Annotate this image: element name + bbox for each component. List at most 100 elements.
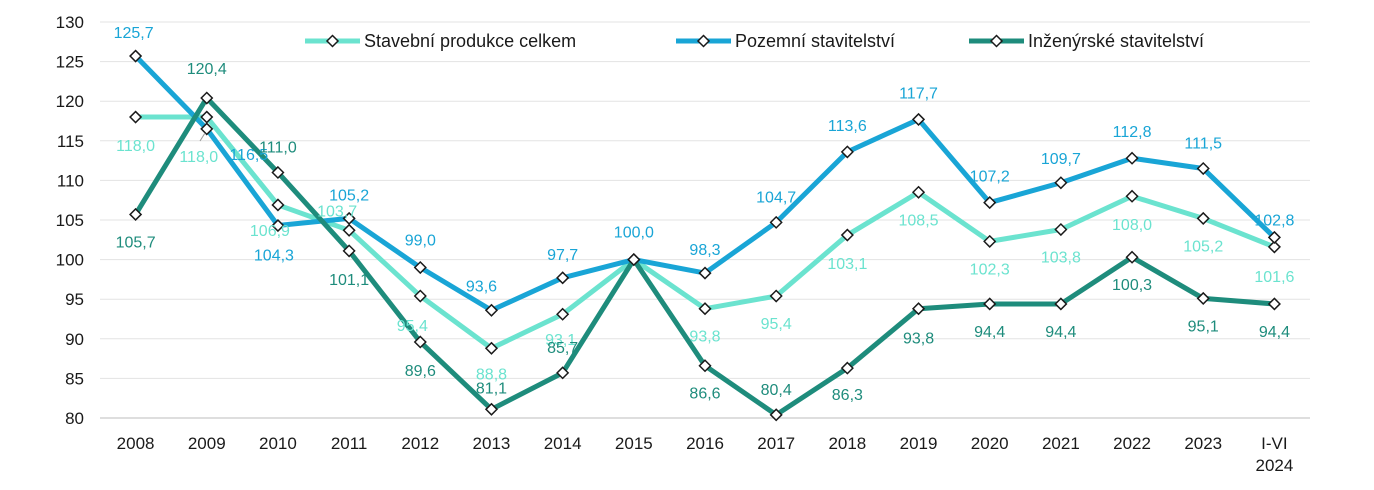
data-label: 101,6 bbox=[1254, 269, 1294, 286]
data-point bbox=[840, 145, 854, 159]
data-point bbox=[556, 271, 570, 285]
data-label: 93,8 bbox=[689, 329, 720, 346]
x-tick-label: 2009 bbox=[188, 434, 226, 453]
data-point bbox=[413, 260, 427, 275]
data-label: 113,6 bbox=[828, 118, 867, 135]
data-label: 111,5 bbox=[1184, 136, 1222, 153]
data-label: 86,3 bbox=[832, 387, 863, 404]
data-label: 107,2 bbox=[970, 169, 1010, 186]
data-point bbox=[342, 223, 356, 237]
x-tick-label: 2013 bbox=[473, 434, 511, 453]
data-label: 118,0 bbox=[116, 138, 155, 155]
legend-marker bbox=[325, 34, 340, 48]
data-point bbox=[698, 302, 712, 316]
data-label: 108,0 bbox=[1112, 217, 1152, 234]
data-point bbox=[129, 110, 143, 124]
data-point bbox=[1054, 297, 1068, 311]
y-tick-label: 95 bbox=[65, 290, 84, 309]
data-label: 98,3 bbox=[689, 242, 720, 259]
data-point bbox=[983, 297, 997, 311]
data-label: 105,7 bbox=[116, 234, 156, 251]
data-point bbox=[698, 266, 712, 280]
data-point bbox=[769, 215, 783, 229]
data-point bbox=[911, 185, 926, 199]
data-point bbox=[484, 303, 499, 317]
x-tick-label: 2014 bbox=[544, 434, 582, 453]
data-point bbox=[129, 49, 143, 63]
data-label: 104,7 bbox=[756, 189, 796, 206]
data-label: 103,8 bbox=[1041, 250, 1081, 267]
x-tick-label: 2010 bbox=[259, 434, 297, 453]
x-tick-label: 2021 bbox=[1042, 434, 1080, 453]
data-point bbox=[1125, 189, 1139, 203]
x-tick-label: 2016 bbox=[686, 434, 724, 453]
data-point bbox=[983, 234, 997, 248]
x-tick-label: 2023 bbox=[1184, 434, 1222, 453]
data-label: 105,2 bbox=[329, 187, 369, 204]
data-point bbox=[1125, 250, 1139, 264]
data-label: 125,7 bbox=[114, 25, 154, 42]
data-label: 89,6 bbox=[405, 363, 436, 380]
x-tick-label: 2015 bbox=[615, 434, 653, 453]
data-point bbox=[769, 408, 783, 422]
data-point bbox=[698, 359, 712, 373]
data-point bbox=[840, 228, 854, 242]
data-label: 100,0 bbox=[614, 225, 654, 242]
data-point bbox=[1054, 222, 1068, 237]
data-point bbox=[1267, 297, 1281, 311]
data-label: 95,4 bbox=[761, 316, 792, 333]
legend-entry: Stavební produkce celkem bbox=[364, 31, 576, 51]
x-tick-label: 2012 bbox=[401, 434, 439, 453]
y-tick-label: 105 bbox=[56, 211, 84, 230]
data-label: 120,4 bbox=[187, 61, 227, 78]
data-label: 94,4 bbox=[974, 324, 1005, 341]
data-label: 85,7 bbox=[547, 340, 578, 357]
data-labels: 118,0 118,0 106,9 103,7 95,4 88,8 93,1 93,8 95,4… bbox=[114, 25, 1295, 404]
data-point bbox=[983, 196, 997, 210]
data-label: 116,5 bbox=[229, 147, 268, 164]
data-label: 93,8 bbox=[903, 331, 934, 348]
data-label: 94,4 bbox=[1259, 324, 1290, 341]
label-leader-line bbox=[199, 132, 206, 142]
legend-marker bbox=[989, 34, 1004, 48]
legend-entry: Pozemní stavitelství bbox=[735, 31, 895, 51]
data-point bbox=[556, 307, 570, 321]
data-point bbox=[342, 211, 356, 225]
data-label: 81,1 bbox=[476, 380, 507, 397]
x-tick-label: 2019 bbox=[900, 434, 938, 453]
data-label: 118,0 bbox=[179, 149, 218, 166]
x-tick-label: 2017 bbox=[757, 434, 795, 453]
x-tick-label: 2018 bbox=[828, 434, 866, 453]
x-tick-label: 2020 bbox=[971, 434, 1009, 453]
y-tick-label: 120 bbox=[56, 92, 84, 111]
axes: 80 85 90 95 100 105 110 115 120 125 130 2008 2009 201… bbox=[56, 13, 1310, 475]
data-label: 100,3 bbox=[1112, 277, 1152, 294]
legend: Stavební produkce celkem Pozemní stavitel… bbox=[305, 31, 1204, 51]
data-label: 95,1 bbox=[1188, 318, 1219, 335]
data-point bbox=[413, 335, 427, 349]
data-label: 105,2 bbox=[1183, 238, 1223, 255]
y-tick-label: 90 bbox=[65, 330, 84, 349]
data-point bbox=[840, 361, 854, 375]
data-point bbox=[627, 253, 641, 267]
data-label: 111,0 bbox=[259, 139, 297, 156]
x-tick-label: 2011 bbox=[331, 434, 368, 453]
data-label: 97,7 bbox=[547, 247, 578, 264]
data-point bbox=[200, 91, 214, 105]
y-tick-label: 110 bbox=[57, 171, 84, 190]
data-label: 117,7 bbox=[899, 85, 938, 102]
data-point bbox=[271, 218, 285, 233]
data-point bbox=[1196, 291, 1210, 305]
data-label: 104,3 bbox=[254, 248, 294, 265]
data-label: 93,1 bbox=[545, 332, 576, 349]
y-tick-label: 115 bbox=[57, 132, 84, 151]
data-point bbox=[484, 402, 499, 416]
data-point bbox=[1267, 240, 1281, 254]
data-point bbox=[271, 198, 285, 212]
data-point bbox=[911, 302, 926, 316]
data-point bbox=[271, 165, 285, 180]
x-tick-label: 2008 bbox=[117, 434, 155, 453]
data-label: 88,8 bbox=[476, 366, 507, 383]
data-label: 99,0 bbox=[405, 233, 436, 250]
data-label: 108,5 bbox=[899, 212, 939, 229]
